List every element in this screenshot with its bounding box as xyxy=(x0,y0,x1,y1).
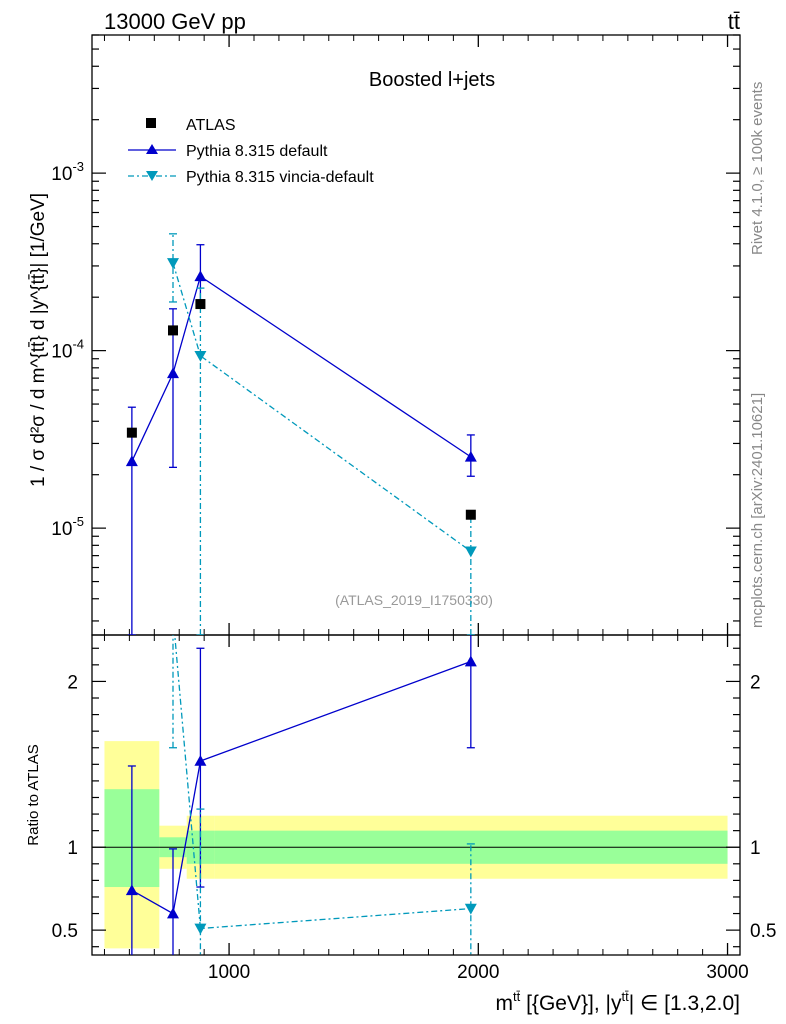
series-pythia-8-315-default xyxy=(127,244,475,635)
ratio-y-tick-label-right: 0.5 xyxy=(750,921,776,942)
markers-pythia-8-315-vincia-default xyxy=(167,258,477,558)
axes-ticks: 1000 2000 3000 10-5 10-4 10-3 0.5 0.5 1 1 2 2 xyxy=(51,34,776,983)
ratio-series-0 xyxy=(125,635,477,955)
series-pythia-8-315-vincia-default xyxy=(169,233,475,635)
ratio-point-pythia-default xyxy=(125,884,138,896)
data-point-pythia-default xyxy=(167,367,179,379)
ratio-point-pythia-default xyxy=(194,755,207,766)
legend: ATLAS Pythia 8.315 default Pythia 8.315 … xyxy=(128,117,374,186)
rivet-label: Rivet 4.1.0, ≥ 100k events xyxy=(749,82,766,255)
ratio-y-tick-label-right: 1 xyxy=(750,838,761,859)
data-point-atlas xyxy=(126,427,137,438)
ratio-series-1 xyxy=(167,610,477,955)
ratio-series-layer xyxy=(125,610,477,955)
chart-title: Boosted l+jets xyxy=(369,69,495,91)
ratio-y-tick-label-left: 1 xyxy=(67,838,78,859)
x-tick-label-1000: 1000 xyxy=(208,962,250,983)
main-y-tick-label: 10-4 xyxy=(51,337,84,363)
ratio-line xyxy=(131,660,472,915)
ratio-panel-frame xyxy=(91,634,741,956)
ratio-point-pythia-vincia xyxy=(464,903,477,915)
ratio-line xyxy=(174,635,471,930)
data-point-pythia-default xyxy=(125,455,138,467)
analysis-tag: (ATLAS_2019_I1750330) xyxy=(335,592,493,608)
main-y-tick-label: 10-5 xyxy=(51,514,84,540)
series-line xyxy=(172,262,472,552)
main-y-axis-label: 1 / σ d²σ / d m^{tt̄} d |y^{tt̄}| [1/GeV… xyxy=(28,193,49,487)
ratio-y-tick-label-left: 2 xyxy=(67,672,78,693)
markers-pythia-8-315-default xyxy=(125,270,477,467)
data-point-pythia-default xyxy=(194,270,207,282)
ratio-point-pythia-vincia xyxy=(194,923,207,935)
data-point-atlas xyxy=(465,509,476,520)
ratio-y-tick-label-right: 2 xyxy=(750,672,761,693)
legend-marker-pythia-default xyxy=(146,144,158,154)
legend-entry-pythia-default: Pythia 8.315 default xyxy=(128,143,328,160)
ratio-point-pythia-default xyxy=(464,655,477,667)
legend-marker-pythia-vincia xyxy=(146,171,158,181)
legend-label-atlas: ATLAS xyxy=(186,117,236,134)
ratio-point-pythia-default xyxy=(167,907,179,919)
x-tick-label-2000: 2000 xyxy=(457,962,499,983)
data-point-atlas xyxy=(168,325,178,336)
markers-atlas xyxy=(126,299,476,520)
ratio-y-tick-label-left: 0.5 xyxy=(52,921,78,942)
ratio-uncertainty-bands xyxy=(92,741,740,949)
energy-label: 13000 GeV pp xyxy=(104,9,246,34)
main-series-layer xyxy=(125,233,477,635)
x-axis-label: mtt̄ [{GeV}], |ytt̄| ∈ [1.3,2.0] xyxy=(496,989,740,1015)
data-point-pythia-vincia xyxy=(167,258,179,269)
legend-label-pythia-vincia: Pythia 8.315 vincia-default xyxy=(186,169,374,186)
process-label: tt̄ xyxy=(728,9,740,34)
x-tick-label-3000: 3000 xyxy=(706,962,748,983)
data-point-pythia-vincia xyxy=(464,546,477,558)
legend-entry-pythia-vincia: Pythia 8.315 vincia-default xyxy=(128,169,374,186)
legend-marker-atlas xyxy=(146,118,156,128)
series-line xyxy=(131,275,472,462)
data-point-pythia-vincia xyxy=(194,351,207,362)
data-point-atlas xyxy=(195,299,206,310)
ratio-point-pythia-vincia xyxy=(167,610,179,621)
data-point-pythia-default xyxy=(464,450,477,462)
legend-label-pythia-default: Pythia 8.315 default xyxy=(186,143,328,160)
ratio-y-axis-label: Ratio to ATLAS xyxy=(25,744,42,845)
main-y-tick-label: 10-3 xyxy=(51,159,84,185)
legend-entry-atlas: ATLAS xyxy=(146,117,236,134)
mcplots-label: mcplots.cern.ch [arXiv:2401.10621] xyxy=(749,393,766,628)
